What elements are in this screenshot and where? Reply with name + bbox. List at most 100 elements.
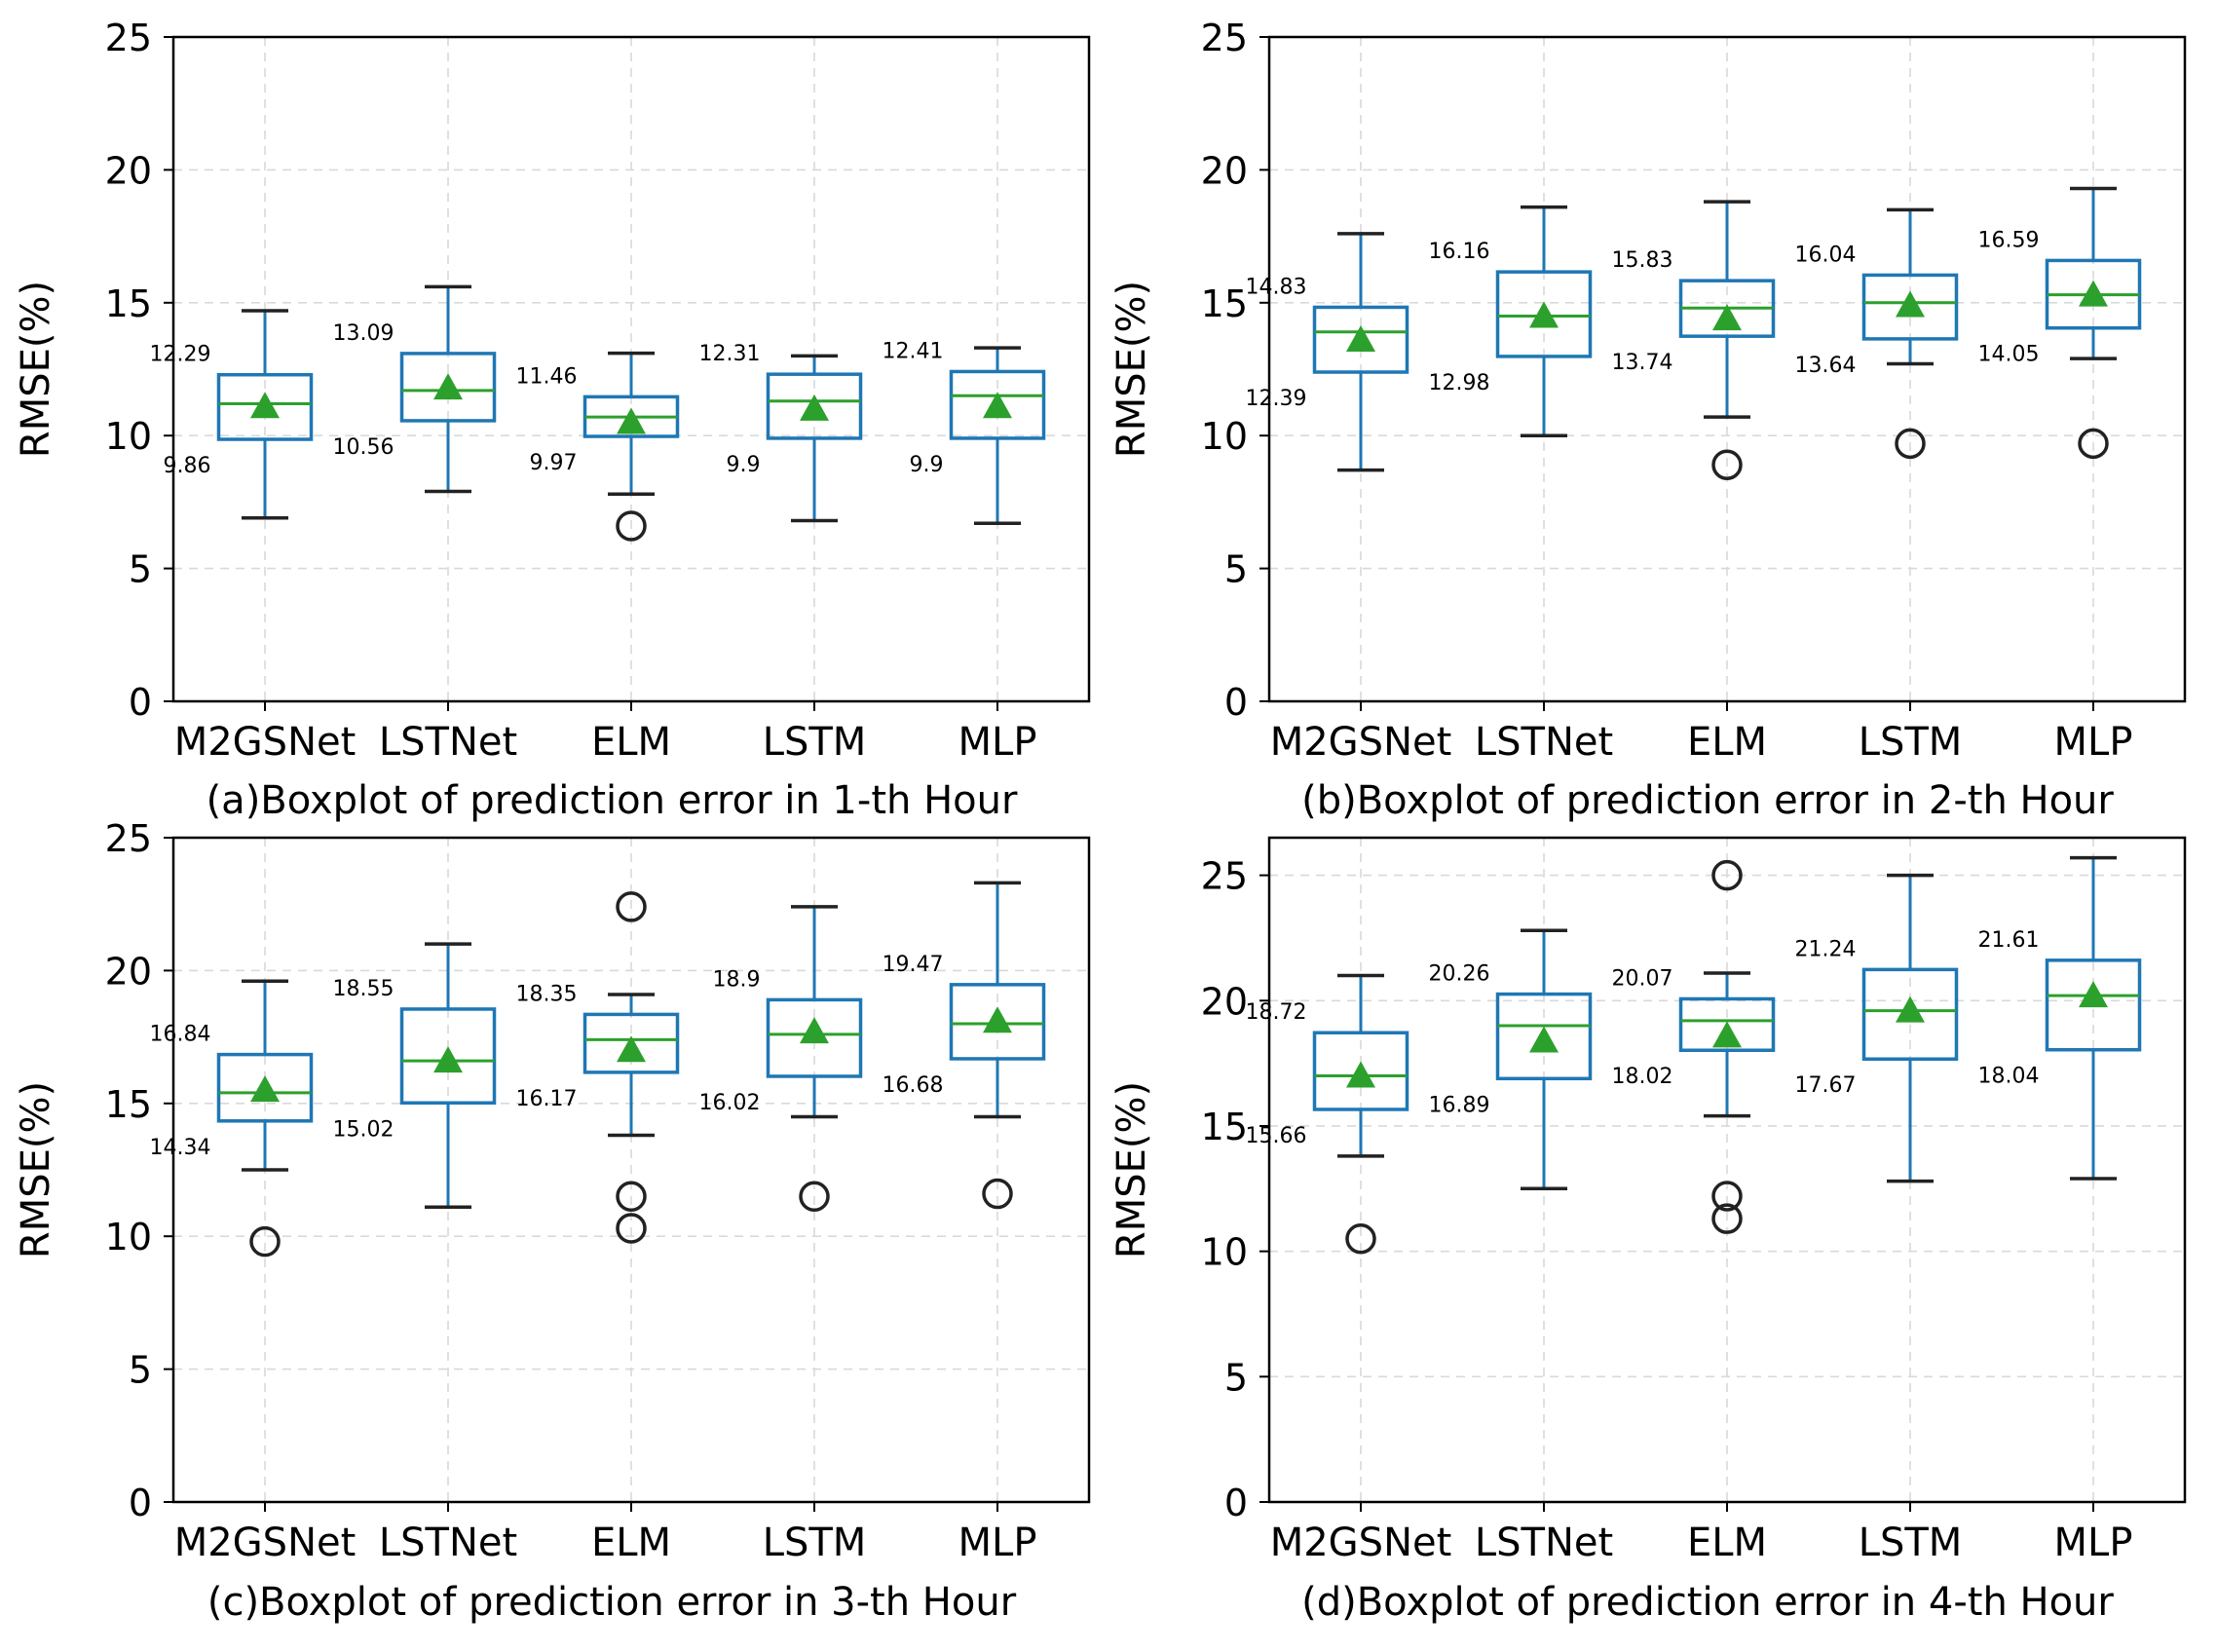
- mean-marker: [2079, 981, 2108, 1008]
- q3-label: 12.41: [883, 339, 944, 363]
- mean-marker: [433, 373, 463, 400]
- x-tick-label: LSTM: [763, 720, 867, 765]
- iqr-box: [582, 1012, 680, 1074]
- q1-label: 15.02: [333, 1117, 395, 1142]
- x-tick-label: ELM: [1687, 1521, 1767, 1565]
- mean-marker: [1712, 1021, 1742, 1048]
- mean-marker: [800, 1017, 829, 1044]
- box-MLP: 21.61 18.04: [1978, 855, 2142, 1181]
- chart-panel-d: 0 5 10 15 20 25 18.72 15.66 M2GSNet 20.26 16.89 LST…: [1109, 836, 2187, 1625]
- x-tick-label: LSTM: [763, 1521, 867, 1565]
- box-ELM: 11.46 9.97: [516, 351, 680, 542]
- y-tick-label: 15: [105, 1083, 152, 1126]
- box-ELM: 20.07 18.02: [1612, 859, 1776, 1234]
- q1-label: 16.17: [516, 1087, 578, 1111]
- q1-label: 14.34: [150, 1136, 211, 1160]
- mean-marker: [1712, 304, 1742, 331]
- y-tick-label: 20: [1201, 980, 1248, 1023]
- x-tick-label: M2GSNet: [1270, 720, 1452, 765]
- panel-title: (d)Boxplot of prediction error in 4-th H…: [1301, 1580, 2114, 1625]
- outlier-point: [616, 1181, 647, 1213]
- mean-marker: [983, 392, 1012, 419]
- mean-marker: [433, 1046, 463, 1073]
- y-axis-label: RMSE(%): [14, 281, 58, 458]
- box-ELM: 15.83 13.74: [1612, 200, 1776, 480]
- x-tick-label: MLP: [2054, 1521, 2133, 1565]
- box-LSTNet: 13.09 10.56: [333, 284, 497, 494]
- x-tick-label: M2GSNet: [1270, 1521, 1452, 1565]
- y-tick-label: 15: [105, 282, 152, 325]
- x-tick-label: ELM: [591, 720, 671, 765]
- box-LSTNet: 16.16 12.98: [1429, 205, 1593, 437]
- outlier-point: [616, 1213, 647, 1244]
- x-tick-label: LSTM: [1859, 720, 1963, 765]
- chart-panel-c: 0 5 10 15 20 25 16.84 14.34 M2GSNet 18.55 15.02 LST…: [14, 817, 1091, 1625]
- q1-label: 9.97: [530, 451, 578, 475]
- mean-marker: [1896, 995, 1925, 1023]
- x-tick-label: LSTM: [1859, 1521, 1963, 1565]
- iqr-box: [1495, 992, 1593, 1081]
- q1-label: 12.98: [1429, 371, 1490, 395]
- q3-label: 18.9: [713, 967, 761, 992]
- q1-label: 16.89: [1429, 1093, 1490, 1117]
- mean-marker: [617, 407, 646, 434]
- x-tick-label: ELM: [591, 1521, 671, 1565]
- y-tick-label: 0: [129, 1482, 152, 1524]
- plot-frame: [1267, 836, 2187, 1504]
- y-tick-label: 0: [1224, 681, 1248, 724]
- box-LSTM: 12.31 9.9: [699, 342, 863, 523]
- q1-label: 12.39: [1246, 387, 1307, 411]
- chart-panel-b: 0 5 10 15 20 25 14.83 12.39 M2GSNet 16.16 12.98 LST…: [1109, 17, 2187, 823]
- box-LSTNet: 18.55 15.02: [333, 942, 497, 1209]
- q3-label: 16.84: [150, 1023, 211, 1047]
- mean-marker: [250, 1075, 280, 1103]
- mean-marker: [1346, 1061, 1375, 1088]
- mean-marker: [800, 394, 829, 421]
- outlier-point: [1345, 1223, 1376, 1255]
- q3-label: 15.83: [1612, 248, 1673, 273]
- y-tick-label: 20: [1201, 149, 1248, 192]
- iqr-box: [1861, 967, 1959, 1061]
- q1-label: 15.66: [1246, 1124, 1307, 1148]
- mean-marker: [2079, 280, 2108, 307]
- outlier-point: [1711, 1203, 1743, 1234]
- box-LSTNet: 20.26 16.89: [1429, 928, 1593, 1191]
- plot-frame: [171, 35, 1091, 703]
- q1-label: 13.64: [1795, 354, 1857, 378]
- q3-label: 14.83: [1246, 275, 1307, 299]
- y-tick-label: 25: [105, 17, 152, 59]
- iqr-box: [766, 997, 863, 1078]
- x-tick-label: MLP: [958, 720, 1037, 765]
- mean-marker: [1529, 301, 1559, 328]
- y-tick-label: 0: [129, 681, 152, 724]
- y-tick-label: 25: [1201, 17, 1248, 59]
- q3-label: 16.59: [1978, 228, 2040, 252]
- q3-label: 11.46: [516, 364, 578, 389]
- y-tick-label: 5: [1224, 1356, 1248, 1399]
- iqr-box: [399, 1007, 497, 1106]
- iqr-box: [949, 983, 1046, 1061]
- mean-marker: [1346, 324, 1375, 352]
- q3-label: 20.26: [1429, 962, 1490, 987]
- y-tick-label: 5: [1224, 548, 1248, 591]
- x-tick-label: ELM: [1687, 720, 1767, 765]
- x-tick-label: LSTNet: [379, 720, 517, 765]
- x-tick-label: M2GSNet: [174, 1521, 357, 1565]
- q3-label: 18.72: [1246, 1000, 1307, 1025]
- q1-label: 18.04: [1978, 1065, 2040, 1089]
- iqr-box: [1861, 273, 1959, 341]
- y-tick-label: 10: [1201, 1231, 1248, 1274]
- q1-label: 9.9: [727, 453, 761, 477]
- q1-label: 14.05: [1978, 343, 2040, 367]
- q1-label: 10.56: [333, 435, 395, 460]
- iqr-box: [766, 372, 863, 440]
- q1-label: 18.02: [1612, 1065, 1673, 1089]
- outlier-point: [1711, 1181, 1743, 1212]
- iqr-box: [1678, 996, 1776, 1052]
- q3-label: 18.55: [333, 977, 395, 1001]
- y-tick-label: 20: [105, 950, 152, 993]
- y-axis-label: RMSE(%): [1109, 1081, 1154, 1258]
- q1-label: 9.86: [164, 454, 211, 478]
- q3-label: 12.29: [150, 343, 211, 367]
